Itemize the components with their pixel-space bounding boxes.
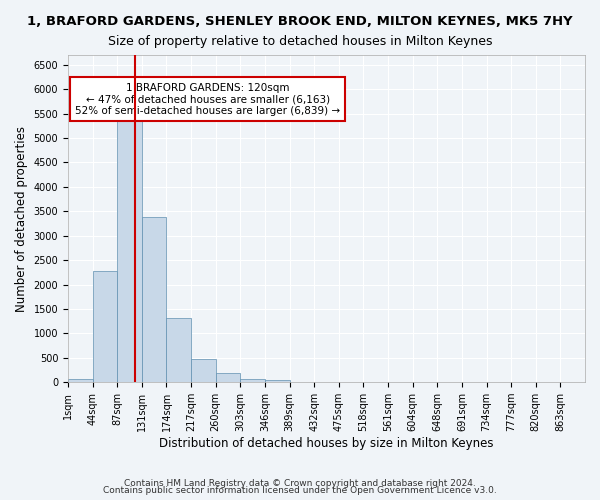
Bar	[216, 373, 241, 382]
Bar	[92, 271, 117, 382]
Bar	[241, 378, 265, 382]
Bar	[166, 318, 191, 382]
Y-axis label: Number of detached properties: Number of detached properties	[15, 126, 28, 312]
Bar	[68, 378, 92, 382]
Text: Contains HM Land Registry data © Crown copyright and database right 2024.: Contains HM Land Registry data © Crown c…	[124, 478, 476, 488]
Text: 1 BRAFORD GARDENS: 120sqm
← 47% of detached houses are smaller (6,163)
52% of se: 1 BRAFORD GARDENS: 120sqm ← 47% of detac…	[75, 82, 340, 116]
Text: Contains public sector information licensed under the Open Government Licence v3: Contains public sector information licen…	[103, 486, 497, 495]
Bar	[117, 117, 142, 382]
Bar	[142, 217, 166, 382]
Bar	[265, 380, 290, 382]
X-axis label: Distribution of detached houses by size in Milton Keynes: Distribution of detached houses by size …	[159, 437, 494, 450]
Text: Size of property relative to detached houses in Milton Keynes: Size of property relative to detached ho…	[108, 35, 492, 48]
Text: 1, BRAFORD GARDENS, SHENLEY BROOK END, MILTON KEYNES, MK5 7HY: 1, BRAFORD GARDENS, SHENLEY BROOK END, M…	[27, 15, 573, 28]
Bar	[191, 359, 216, 382]
